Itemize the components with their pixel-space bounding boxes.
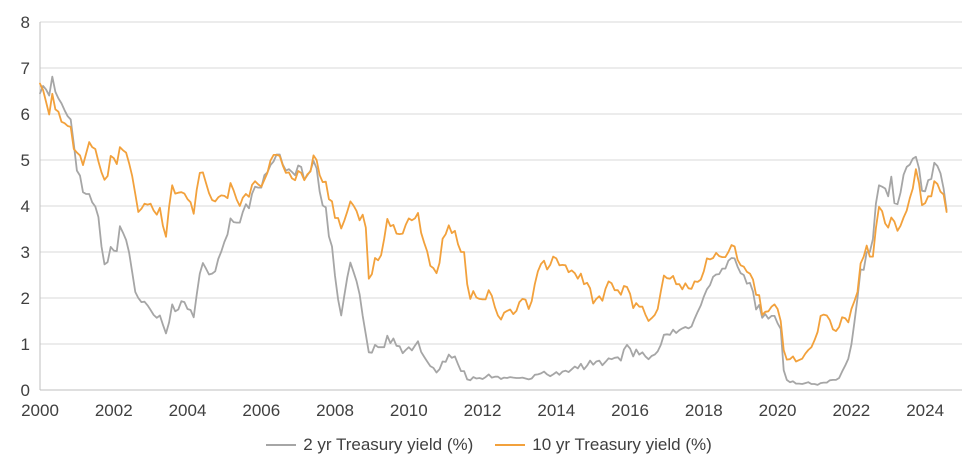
y-axis-tick-label: 8: [21, 13, 30, 32]
y-axis-tick-label: 4: [21, 197, 30, 216]
x-axis-tick-label: 2012: [464, 401, 502, 420]
x-axis-tick-label: 2010: [390, 401, 428, 420]
y-axis-tick-label: 2: [21, 289, 30, 308]
legend-item-10yr: 10 yr Treasury yield (%): [495, 436, 712, 453]
x-axis-tick-label: 2008: [316, 401, 354, 420]
legend-label-10yr: 10 yr Treasury yield (%): [532, 435, 712, 454]
x-axis-tick-label: 2022: [832, 401, 870, 420]
x-axis-tick-label: 2016: [611, 401, 649, 420]
x-axis-tick-label: 2024: [906, 401, 944, 420]
y-axis-tick-label: 1: [21, 335, 30, 354]
y-axis-tick-label: 7: [21, 59, 30, 78]
x-axis-tick-label: 2002: [95, 401, 133, 420]
y-axis-tick-label: 3: [21, 243, 30, 262]
x-axis-tick-label: 2020: [759, 401, 797, 420]
series-line-10yr: [39, 82, 948, 363]
chart-legend: 2 yr Treasury yield (%) 10 yr Treasury y…: [0, 436, 978, 453]
series-line-2yr: [39, 75, 948, 386]
y-axis-tick-label: 0: [21, 381, 30, 400]
x-axis-tick-label: 2014: [537, 401, 575, 420]
legend-label-2yr: 2 yr Treasury yield (%): [303, 435, 474, 454]
legend-line-sample-10yr: [495, 443, 526, 446]
y-axis-tick-label: 5: [21, 151, 30, 170]
x-axis-tick-label: 2018: [685, 401, 723, 420]
x-axis-tick-label: 2004: [169, 401, 207, 420]
legend-line-sample-2yr: [266, 443, 297, 446]
x-axis-tick-label: 2000: [21, 401, 59, 420]
legend-item-2yr: 2 yr Treasury yield (%): [266, 436, 473, 453]
x-axis-tick-label: 2006: [242, 401, 280, 420]
y-axis-tick-label: 6: [21, 105, 30, 124]
